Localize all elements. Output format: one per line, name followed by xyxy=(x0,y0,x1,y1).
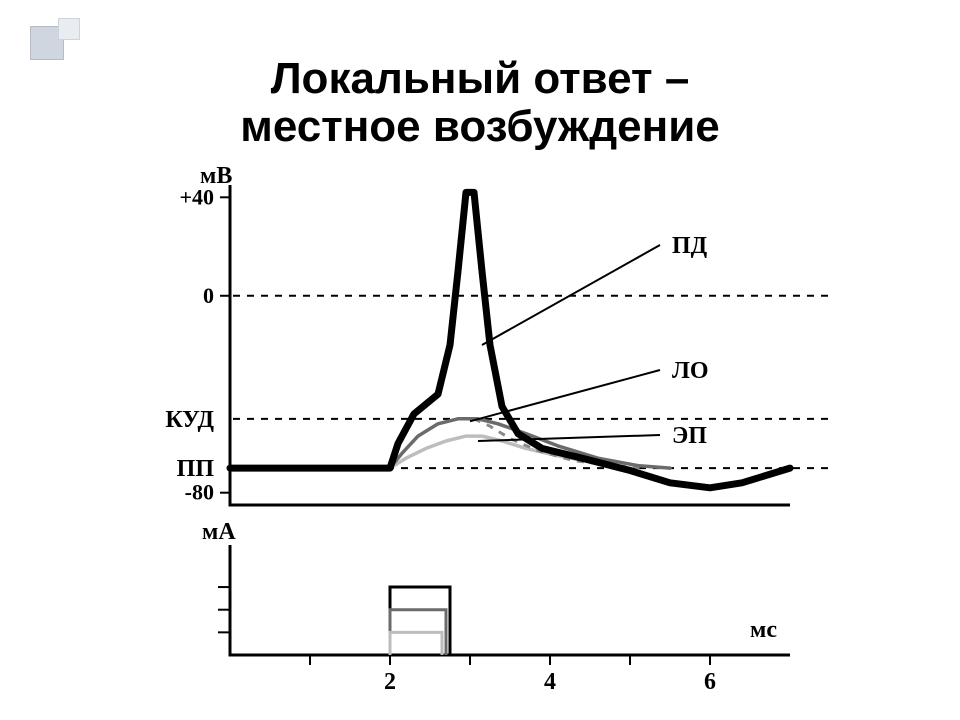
ytick-label: 0 xyxy=(203,283,214,308)
named-level-label: ПП xyxy=(177,456,215,482)
ytick-label: -80 xyxy=(185,480,214,505)
title-line-1: Локальный ответ – xyxy=(0,55,960,103)
page-title: Локальный ответ – местное возбуждение xyxy=(0,55,960,150)
x-axis-label: мс xyxy=(750,617,777,643)
xtick-label: 6 xyxy=(704,669,716,695)
lower-axes xyxy=(230,545,790,655)
title-line-2: местное возбуждение xyxy=(0,103,960,151)
stimulus-pulse xyxy=(390,632,442,655)
slide: Локальный ответ – местное возбуждение +4… xyxy=(0,0,960,720)
series-label: ЛО xyxy=(672,358,709,384)
leader-line xyxy=(478,435,660,441)
chart: +400-80КУДППмВПДЛОЭПмА246мс xyxy=(140,175,840,695)
lower-y-label: мА xyxy=(202,519,236,545)
y-axis-label: мВ xyxy=(200,163,232,189)
series-label: ПД xyxy=(672,233,708,259)
corner-square-small xyxy=(58,18,80,40)
xtick-label: 4 xyxy=(544,669,556,695)
named-level-label: КУД xyxy=(165,407,214,433)
xtick-label: 2 xyxy=(384,669,396,695)
leader-line xyxy=(482,245,660,345)
chart-svg: +400-80КУДППмВПДЛОЭПмА246мс xyxy=(140,175,840,695)
series-label: ЭП xyxy=(672,423,707,449)
